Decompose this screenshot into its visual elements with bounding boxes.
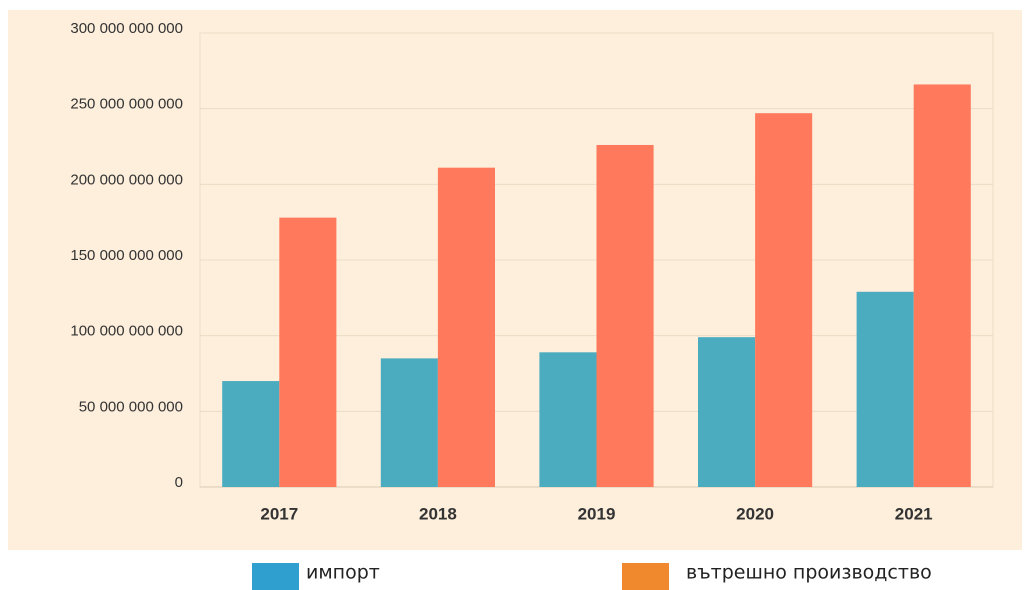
legend-label: вътрешно производство xyxy=(686,562,932,584)
bar xyxy=(279,217,337,488)
bar xyxy=(380,358,438,487)
x-tick-label: 2021 xyxy=(895,504,933,523)
bar xyxy=(539,352,597,487)
chart-background xyxy=(8,10,1022,550)
y-tick-label: 250 000 000 000 xyxy=(70,96,183,113)
legend-label: импорт xyxy=(306,562,380,584)
bar xyxy=(913,84,971,487)
y-tick-label: 200 000 000 000 xyxy=(70,171,183,188)
x-tick-label: 2018 xyxy=(419,504,457,523)
bar xyxy=(222,381,280,487)
y-tick-label: 300 000 000 000 xyxy=(70,20,183,37)
legend-swatch xyxy=(252,563,299,590)
bar xyxy=(596,144,654,487)
bar xyxy=(755,113,813,487)
y-tick-label: 100 000 000 000 xyxy=(70,323,183,340)
bar xyxy=(698,337,756,487)
x-tick-label: 2019 xyxy=(578,504,616,523)
bar xyxy=(437,167,495,488)
y-tick-label: 0 xyxy=(175,474,183,491)
legend-swatch xyxy=(622,563,669,590)
x-tick-label: 2017 xyxy=(260,504,298,523)
y-tick-label: 50 000 000 000 xyxy=(79,398,183,415)
x-tick-label: 2020 xyxy=(736,504,774,523)
y-tick-label: 150 000 000 000 xyxy=(70,247,183,264)
bar xyxy=(856,291,914,487)
